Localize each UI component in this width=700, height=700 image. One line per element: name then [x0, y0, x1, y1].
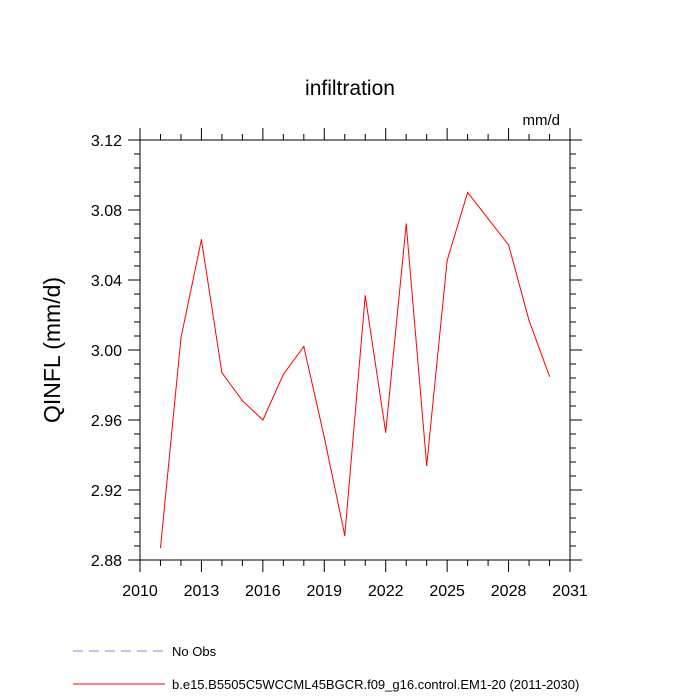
x-tick-label: 2013 — [184, 583, 220, 600]
x-tick-label: 2022 — [368, 583, 404, 600]
y-axis-label: QINFL (mm/d) — [39, 277, 65, 423]
chart-title: infiltration — [305, 77, 395, 100]
data-point — [344, 534, 346, 537]
y-tick-label: 2.88 — [91, 553, 122, 570]
legend: No Obs b.e15.B5505C5WCCML45BGCR.f09_g16.c… — [73, 644, 579, 692]
x-tick-label: 2028 — [491, 583, 527, 600]
y-tick-label: 2.92 — [91, 483, 122, 500]
data-point — [262, 419, 264, 421]
data-layer — [159, 191, 551, 549]
data-point — [159, 547, 162, 549]
data-point — [323, 436, 325, 439]
x-tick-label: 2025 — [429, 583, 465, 600]
data-point — [282, 373, 284, 376]
y-tick-label: 3.08 — [91, 203, 122, 220]
y-tick-label: 3.12 — [91, 133, 122, 150]
y-tick-label: 2.96 — [91, 413, 122, 430]
data-point — [221, 372, 223, 374]
data-point — [487, 218, 489, 220]
legend-label-1: b.e15.B5505C5WCCML45BGCR.f09_g16.control… — [172, 677, 579, 692]
x-tick-label: 2010 — [122, 583, 158, 600]
units-label: mm/d — [523, 112, 561, 129]
legend-label-0: No Obs — [172, 644, 217, 659]
data-point — [467, 191, 469, 194]
data-point — [528, 319, 530, 321]
data-point — [446, 260, 448, 262]
data-point — [200, 239, 202, 241]
x-tick-label: 2031 — [552, 583, 588, 600]
data-point — [303, 345, 305, 348]
x-tick-label: 2016 — [245, 583, 281, 600]
data-point — [385, 431, 387, 433]
data-point — [426, 464, 428, 467]
data-point — [364, 295, 366, 297]
plot-frame — [139, 139, 571, 561]
y-tick-label: 3.00 — [91, 343, 122, 360]
axes-layer: 2010 2013 2016 2019 2022 2025 2028 2031 2.88 2.92… — [91, 128, 588, 600]
data-point — [180, 337, 182, 339]
x-tick-label: 2019 — [306, 583, 342, 600]
data-point — [508, 244, 510, 246]
data-point — [548, 375, 551, 377]
data-point — [241, 400, 243, 402]
data-point — [405, 223, 407, 225]
y-tick-label: 3.04 — [91, 273, 122, 290]
series-line-1 — [160, 191, 550, 548]
